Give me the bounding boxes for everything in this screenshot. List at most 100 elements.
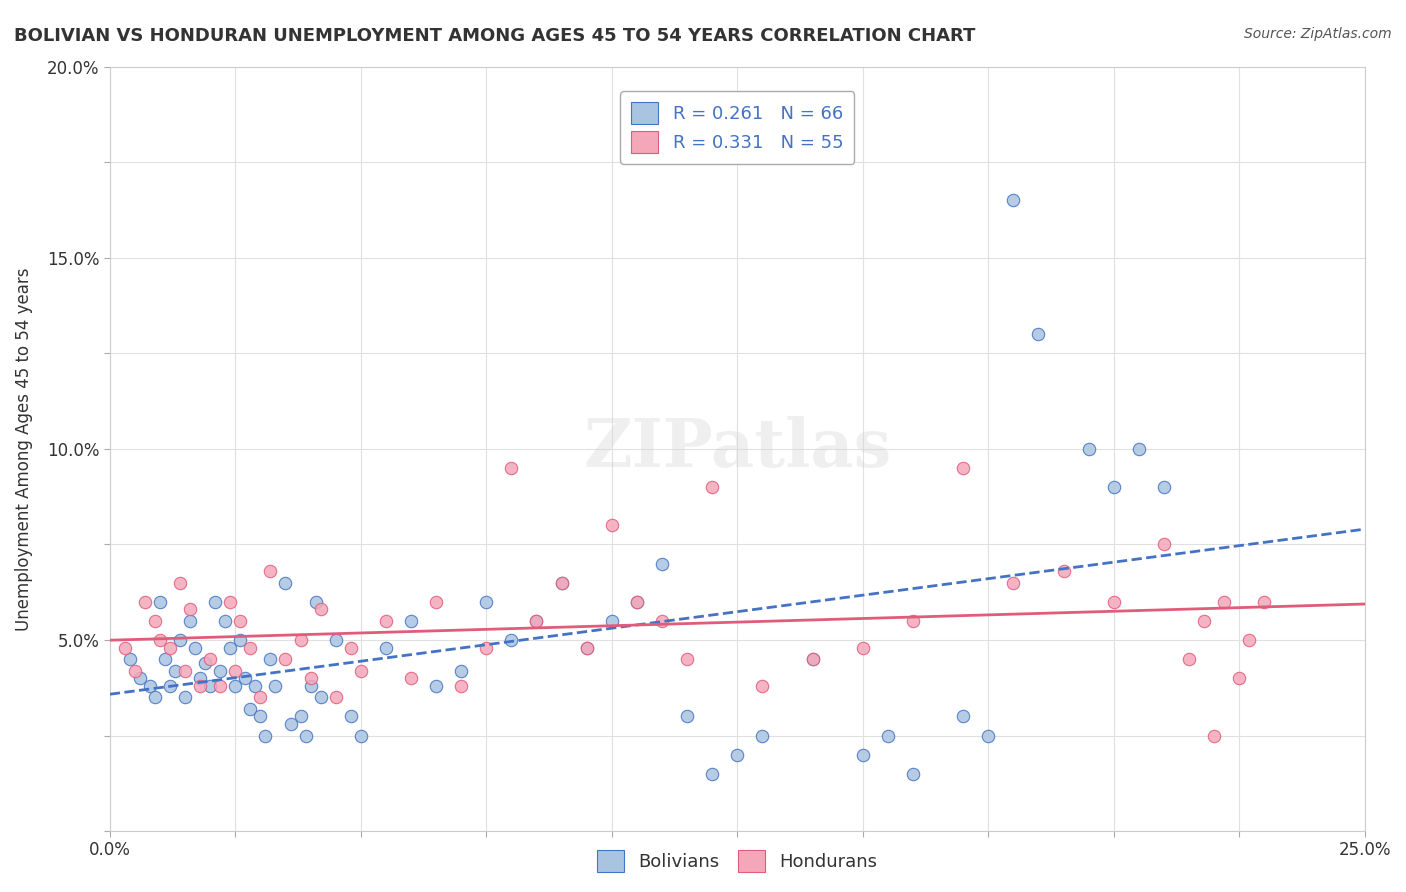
Point: [626, 595, 648, 609]
Point: [290, 632, 312, 647]
Point: [725, 747, 748, 762]
Point: [229, 614, 252, 628]
Point: [274, 575, 297, 590]
Point: [200, 679, 222, 693]
Point: [901, 766, 924, 780]
Point: [374, 640, 396, 655]
Point: [575, 640, 598, 655]
Point: [204, 595, 226, 609]
Point: [280, 717, 302, 731]
Point: [325, 690, 347, 705]
Point: [1227, 671, 1250, 685]
Point: [209, 679, 232, 693]
Point: [501, 461, 523, 475]
Point: [184, 640, 207, 655]
Point: [399, 671, 422, 685]
Point: [676, 652, 699, 666]
Point: [676, 709, 699, 723]
Point: [1052, 564, 1074, 578]
Point: [526, 614, 548, 628]
Point: [309, 690, 332, 705]
Point: [450, 679, 472, 693]
Point: [600, 518, 623, 533]
Point: [977, 729, 1000, 743]
Point: [702, 766, 724, 780]
Point: [876, 729, 898, 743]
Point: [304, 595, 326, 609]
Point: [179, 614, 201, 628]
Point: [249, 709, 271, 723]
Point: [224, 664, 246, 678]
Point: [751, 729, 773, 743]
Point: [952, 461, 974, 475]
Point: [852, 640, 875, 655]
Point: [1213, 595, 1236, 609]
Point: [214, 614, 236, 628]
Point: [626, 595, 648, 609]
Text: Source: ZipAtlas.com: Source: ZipAtlas.com: [1244, 27, 1392, 41]
Point: [501, 632, 523, 647]
Point: [1002, 575, 1025, 590]
Point: [1028, 327, 1050, 342]
Point: [274, 652, 297, 666]
Y-axis label: Unemployment Among Ages 45 to 54 years: Unemployment Among Ages 45 to 54 years: [15, 267, 32, 631]
Point: [475, 640, 498, 655]
Point: [399, 614, 422, 628]
Text: ZIPatlas: ZIPatlas: [583, 417, 891, 482]
Point: [450, 664, 472, 678]
Point: [219, 595, 242, 609]
Point: [1077, 442, 1099, 456]
Point: [153, 652, 176, 666]
Point: [1178, 652, 1201, 666]
Point: [249, 690, 271, 705]
Point: [294, 729, 316, 743]
Point: [550, 575, 572, 590]
Point: [143, 690, 166, 705]
Point: [1153, 537, 1175, 551]
Point: [259, 564, 281, 578]
Point: [179, 602, 201, 616]
Point: [475, 595, 498, 609]
Point: [209, 664, 232, 678]
Point: [139, 679, 162, 693]
Point: [526, 614, 548, 628]
Point: [600, 614, 623, 628]
Point: [325, 632, 347, 647]
Point: [239, 640, 262, 655]
Point: [239, 702, 262, 716]
Point: [1239, 632, 1261, 647]
Point: [350, 664, 373, 678]
Point: [159, 679, 181, 693]
Point: [233, 671, 256, 685]
Point: [134, 595, 156, 609]
Point: [801, 652, 824, 666]
Point: [350, 729, 373, 743]
Point: [224, 679, 246, 693]
Point: [290, 709, 312, 723]
Point: [188, 679, 211, 693]
Point: [309, 602, 332, 616]
Point: [651, 614, 673, 628]
Point: [1102, 595, 1125, 609]
Point: [751, 679, 773, 693]
Point: [1128, 442, 1150, 456]
Point: [1102, 480, 1125, 494]
Point: [425, 595, 447, 609]
Point: [169, 632, 191, 647]
Point: [194, 656, 217, 670]
Point: [114, 640, 136, 655]
Point: [901, 614, 924, 628]
Point: [254, 729, 277, 743]
Point: [651, 557, 673, 571]
Point: [852, 747, 875, 762]
Point: [174, 690, 197, 705]
Point: [245, 679, 267, 693]
Point: [1153, 480, 1175, 494]
Point: [299, 671, 322, 685]
Point: [1253, 595, 1275, 609]
Point: [575, 640, 598, 655]
Point: [339, 709, 361, 723]
Point: [159, 640, 181, 655]
Point: [219, 640, 242, 655]
Point: [188, 671, 211, 685]
